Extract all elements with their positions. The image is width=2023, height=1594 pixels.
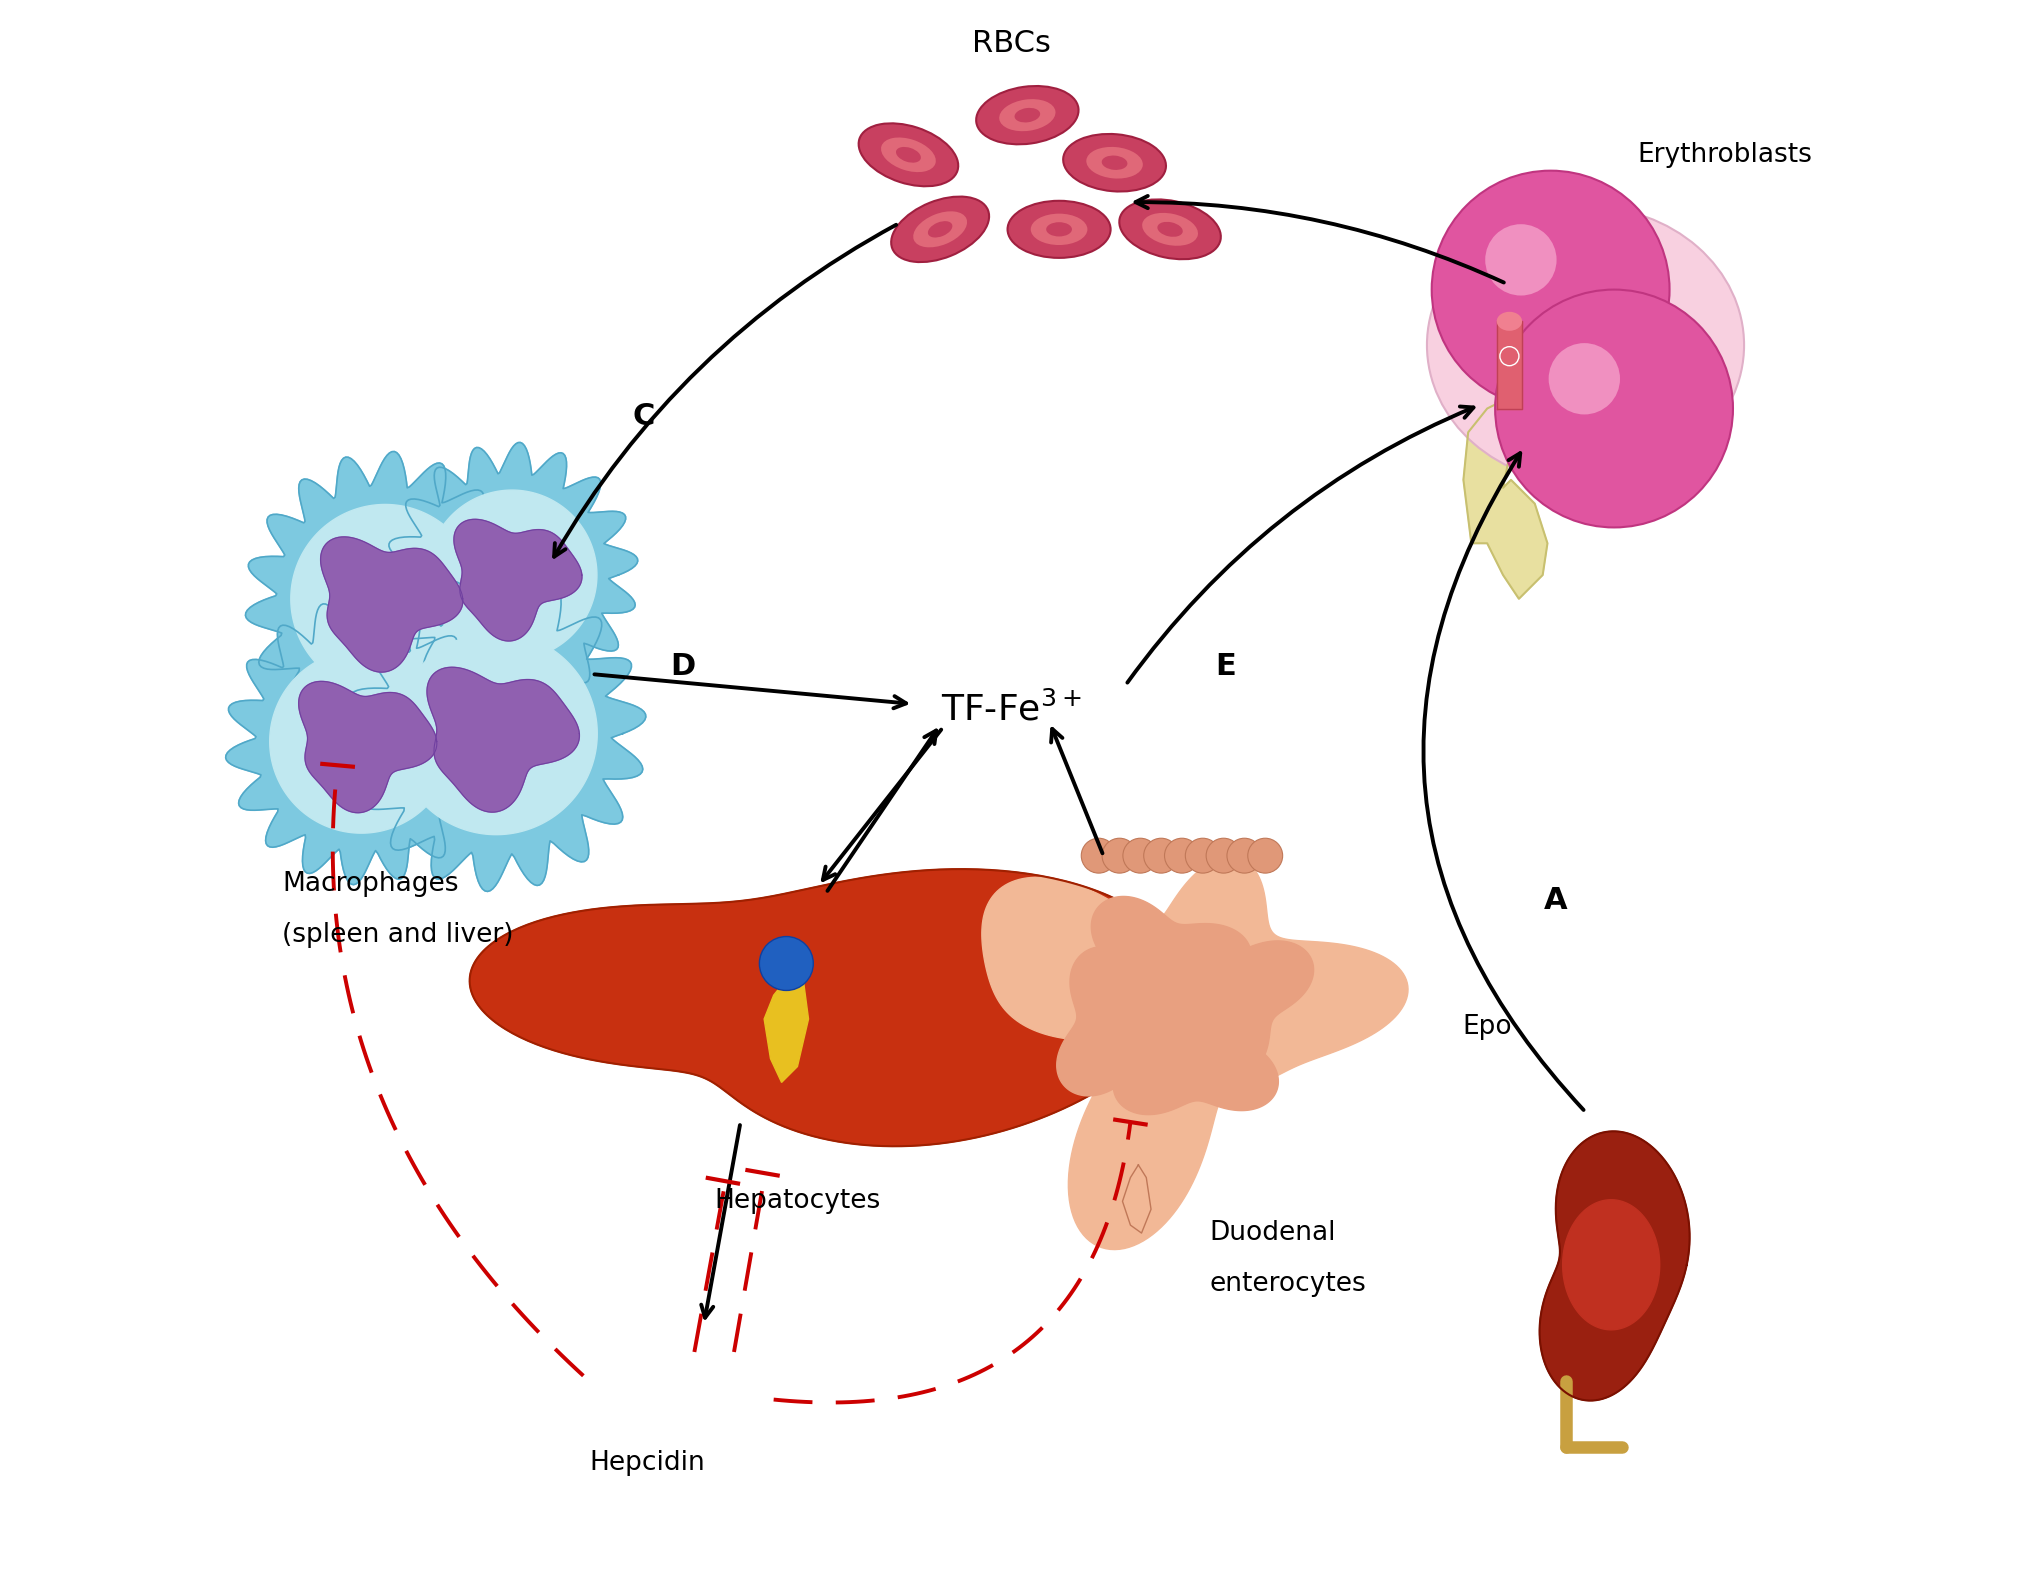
- Ellipse shape: [1103, 156, 1127, 171]
- Circle shape: [1228, 838, 1262, 874]
- Ellipse shape: [1064, 134, 1165, 191]
- Circle shape: [1080, 838, 1117, 874]
- Ellipse shape: [1157, 222, 1183, 238]
- Polygon shape: [765, 971, 809, 1082]
- Circle shape: [1248, 838, 1283, 874]
- Ellipse shape: [999, 99, 1056, 131]
- Text: Duodenal: Duodenal: [1210, 1219, 1337, 1247]
- Text: TF-Fe$^{3+}$: TF-Fe$^{3+}$: [941, 692, 1082, 728]
- Polygon shape: [1123, 1165, 1151, 1234]
- Text: Erythroblasts: Erythroblasts: [1639, 142, 1813, 167]
- Ellipse shape: [1016, 108, 1040, 123]
- Polygon shape: [1562, 1200, 1659, 1329]
- Text: D: D: [672, 652, 696, 682]
- Text: (spleen and liver): (spleen and liver): [281, 921, 514, 948]
- Text: Macrophages: Macrophages: [281, 872, 459, 897]
- Ellipse shape: [858, 123, 959, 186]
- Polygon shape: [299, 681, 437, 813]
- Circle shape: [1495, 290, 1734, 528]
- Circle shape: [1143, 838, 1179, 874]
- Polygon shape: [394, 633, 597, 835]
- Polygon shape: [469, 869, 1183, 1146]
- Ellipse shape: [1426, 206, 1744, 485]
- Polygon shape: [1149, 940, 1313, 1079]
- Polygon shape: [346, 575, 645, 891]
- Circle shape: [1485, 225, 1556, 295]
- Polygon shape: [1056, 947, 1216, 1097]
- Ellipse shape: [1007, 201, 1111, 258]
- Text: A: A: [1544, 886, 1568, 915]
- Circle shape: [1123, 838, 1157, 874]
- Polygon shape: [291, 504, 479, 693]
- Circle shape: [1185, 838, 1220, 874]
- Text: enterocytes: enterocytes: [1210, 1270, 1366, 1298]
- Text: Epo: Epo: [1463, 1014, 1511, 1039]
- Polygon shape: [1497, 322, 1521, 408]
- Text: E: E: [1216, 652, 1236, 682]
- Ellipse shape: [1143, 214, 1198, 245]
- Text: C: C: [633, 402, 655, 430]
- Polygon shape: [1540, 1132, 1689, 1401]
- Polygon shape: [981, 858, 1408, 1250]
- Circle shape: [1432, 171, 1669, 408]
- Text: RBCs: RBCs: [973, 29, 1050, 59]
- Polygon shape: [1463, 400, 1548, 599]
- Ellipse shape: [1497, 312, 1521, 332]
- Polygon shape: [453, 520, 583, 641]
- Polygon shape: [1113, 974, 1279, 1114]
- Circle shape: [1103, 838, 1137, 874]
- Polygon shape: [269, 650, 453, 834]
- Polygon shape: [227, 598, 498, 885]
- Ellipse shape: [929, 222, 953, 238]
- Ellipse shape: [1032, 214, 1088, 245]
- Ellipse shape: [977, 86, 1078, 145]
- Ellipse shape: [1086, 147, 1143, 179]
- Ellipse shape: [896, 147, 920, 163]
- Circle shape: [759, 937, 813, 990]
- Text: Hepatocytes: Hepatocytes: [714, 1189, 880, 1215]
- Circle shape: [1206, 838, 1240, 874]
- Ellipse shape: [912, 212, 967, 247]
- Polygon shape: [320, 537, 463, 673]
- Ellipse shape: [1046, 222, 1072, 236]
- Ellipse shape: [892, 196, 989, 261]
- Ellipse shape: [1119, 199, 1220, 260]
- Polygon shape: [1090, 896, 1250, 1046]
- Polygon shape: [386, 443, 637, 708]
- Circle shape: [1165, 838, 1200, 874]
- Text: Hepcidin: Hepcidin: [589, 1451, 704, 1476]
- Polygon shape: [427, 668, 579, 811]
- Polygon shape: [245, 451, 524, 746]
- Ellipse shape: [882, 137, 937, 172]
- Polygon shape: [427, 489, 597, 660]
- Circle shape: [1550, 343, 1620, 414]
